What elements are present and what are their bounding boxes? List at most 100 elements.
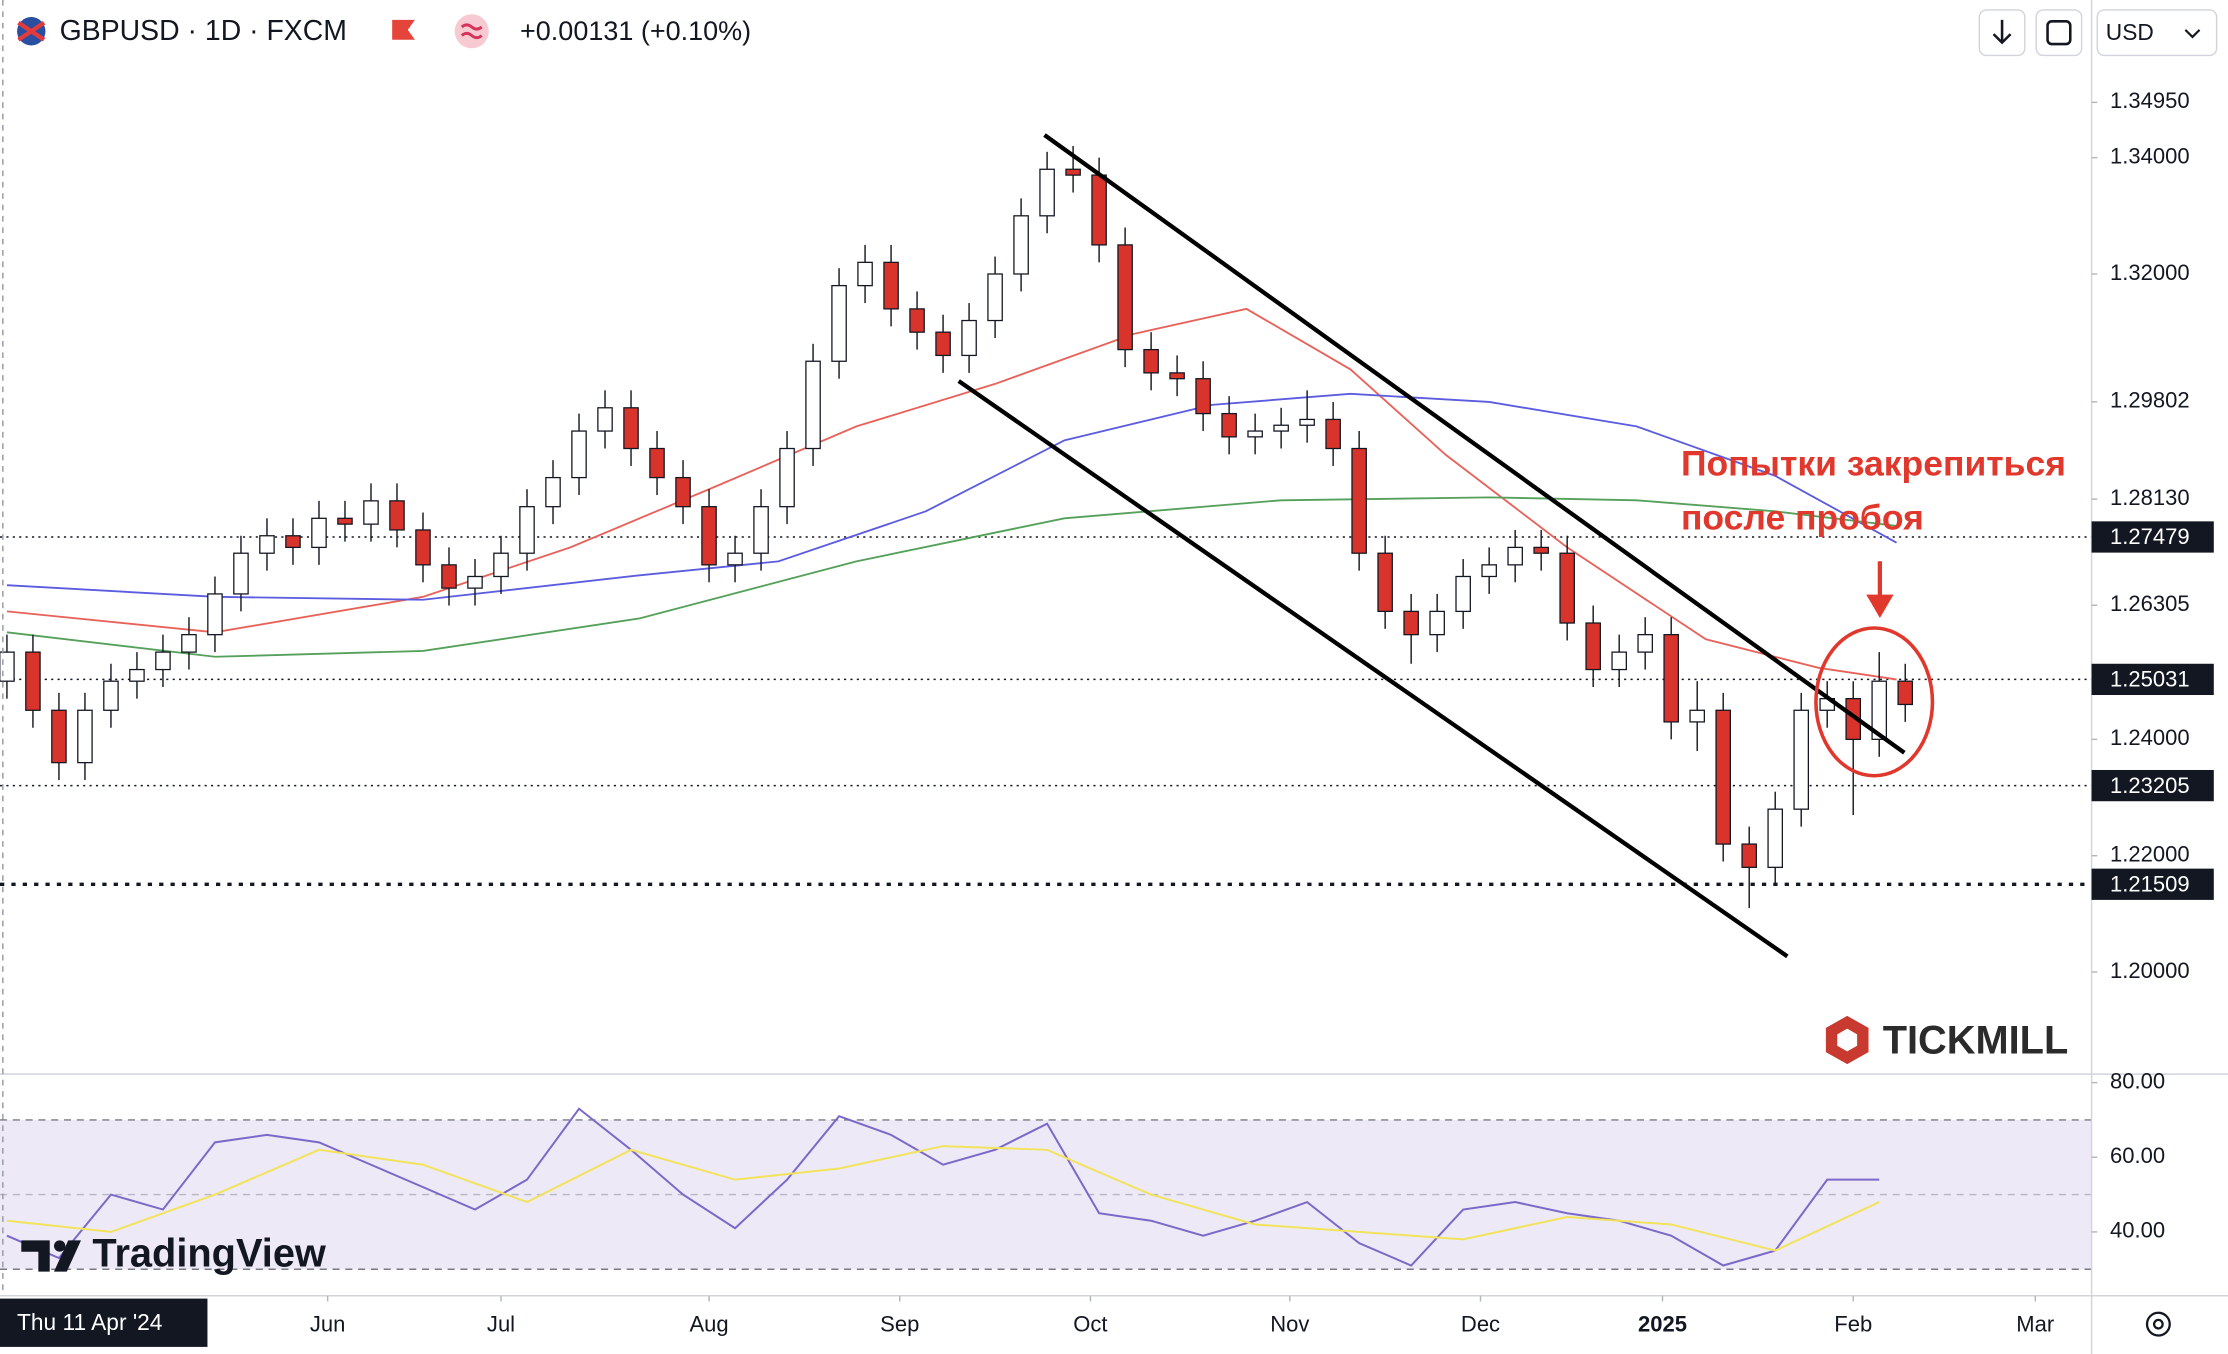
x-tick-label: Oct	[1073, 1311, 1107, 1336]
download-icon	[1992, 19, 2012, 45]
candle-body	[77, 709, 93, 764]
candle-body	[1403, 610, 1419, 636]
moving-average	[6, 392, 1898, 601]
tickmill-logo-inner	[1837, 1028, 1858, 1052]
flag-cross	[17, 20, 46, 42]
candle-body	[1663, 634, 1679, 723]
candle-body	[1611, 651, 1627, 671]
currency-label[interactable]: USD	[2106, 19, 2154, 45]
candle-body	[675, 476, 691, 508]
candle-body	[649, 447, 665, 479]
x-tick-label: Jul	[487, 1311, 515, 1336]
candle-body	[207, 593, 223, 636]
price-change: +0.00131 (+0.10%)	[520, 16, 751, 46]
candle-body	[727, 552, 743, 566]
candle-body	[519, 506, 535, 554]
level-label-box	[2091, 868, 2214, 900]
symbol-title[interactable]: GBPUSD · 1D · FXCM	[60, 15, 347, 47]
tv-wordmark: TradingView	[92, 1231, 327, 1275]
candle-body	[935, 331, 951, 357]
rsi-line	[6, 1107, 1880, 1267]
candle-body	[1429, 610, 1445, 636]
candle-body	[1195, 378, 1211, 415]
x-tick-label: Mar	[2016, 1311, 2054, 1336]
tickmill-wordmark: TICKMILL	[1883, 1018, 2069, 1062]
settings-icon[interactable]	[2145, 1311, 2171, 1337]
candle-body	[1871, 680, 1888, 741]
candle-body	[1793, 709, 1810, 810]
candle-body	[441, 564, 457, 589]
tradingview-watermark: TradingView	[21, 1231, 327, 1275]
candle-body	[1143, 348, 1159, 374]
candle-body	[1585, 622, 1601, 671]
candle-body	[363, 500, 379, 525]
rsi-tick-label: 60.00	[2110, 1143, 2165, 1168]
candle-body	[259, 535, 275, 554]
candle-body	[753, 506, 769, 554]
candle-body	[1169, 372, 1185, 380]
candle-body	[285, 535, 301, 549]
fullscreen-icon	[2046, 20, 2072, 46]
candle-body	[831, 284, 847, 362]
fullscreen-button[interactable]	[2035, 9, 2083, 57]
candle-body	[857, 261, 873, 287]
level-label-box	[2091, 769, 2214, 802]
candle-body	[623, 407, 639, 450]
dropdown-arrow	[2184, 29, 2201, 39]
level-label: 1.23205	[2110, 773, 2190, 798]
y-tick-label: 1.24000	[2110, 725, 2190, 750]
flag-marker[interactable]	[392, 19, 415, 40]
y-tick-label: 1.34950	[2110, 88, 2190, 113]
candle-body	[129, 668, 145, 682]
level-label: 1.25031	[2110, 667, 2190, 692]
candle-body	[1377, 552, 1393, 613]
candle-body	[0, 651, 15, 682]
candle-body	[415, 529, 431, 566]
annotation-line: после пробоя	[1681, 497, 1924, 537]
candle-body	[545, 476, 561, 508]
rsi-tick-label: 40.00	[2110, 1218, 2165, 1243]
x-tick-label: Dec	[1461, 1311, 1500, 1336]
x-tick-label: Nov	[1270, 1311, 1309, 1336]
candle-body	[779, 447, 795, 508]
candle-body	[1351, 447, 1367, 554]
candle-body	[805, 360, 821, 450]
candle-body	[1767, 808, 1783, 868]
candle-body	[1013, 215, 1029, 275]
candle-body	[1455, 575, 1471, 613]
y-tick-label: 1.22000	[2110, 842, 2190, 867]
candle-body	[1741, 843, 1757, 868]
candle-body	[1559, 552, 1575, 624]
candle-body	[103, 680, 119, 711]
header: GBPUSD · 1D · FXCM +0.00131 (+0.10%) USD	[17, 9, 2218, 57]
indicator-glyph	[460, 23, 483, 40]
candle-body	[571, 430, 587, 479]
currency-dropdown[interactable]	[2096, 9, 2218, 57]
candle-body	[1533, 546, 1549, 554]
candle-body	[1039, 168, 1055, 217]
candle-body	[1065, 168, 1081, 176]
indicator-icon[interactable]	[454, 14, 489, 49]
y-tick-label: 1.26305	[2110, 591, 2190, 616]
level-label-box	[2091, 521, 2214, 553]
y-tick-label: 1.28130	[2110, 485, 2190, 510]
channel-line	[957, 379, 1789, 959]
moving-average	[6, 496, 1897, 658]
candle-body	[1273, 424, 1289, 432]
candle-body	[181, 634, 197, 653]
x-tick-label: 2025	[1638, 1311, 1687, 1336]
annotation-arrow	[1866, 561, 1894, 619]
x-tick-label: Sep	[880, 1311, 919, 1336]
candle-body	[1481, 564, 1497, 578]
candle-body	[987, 273, 1003, 322]
candle-body	[233, 552, 249, 595]
candle-body	[467, 575, 483, 589]
x-tick-label: Aug	[689, 1311, 728, 1336]
candle-body	[883, 261, 899, 310]
candle-body	[1637, 634, 1653, 653]
candle-body	[1897, 680, 1914, 706]
candle-body	[701, 506, 717, 566]
y-tick-label: 1.32000	[2110, 260, 2190, 285]
y-tick-label: 1.34000	[2110, 143, 2190, 168]
